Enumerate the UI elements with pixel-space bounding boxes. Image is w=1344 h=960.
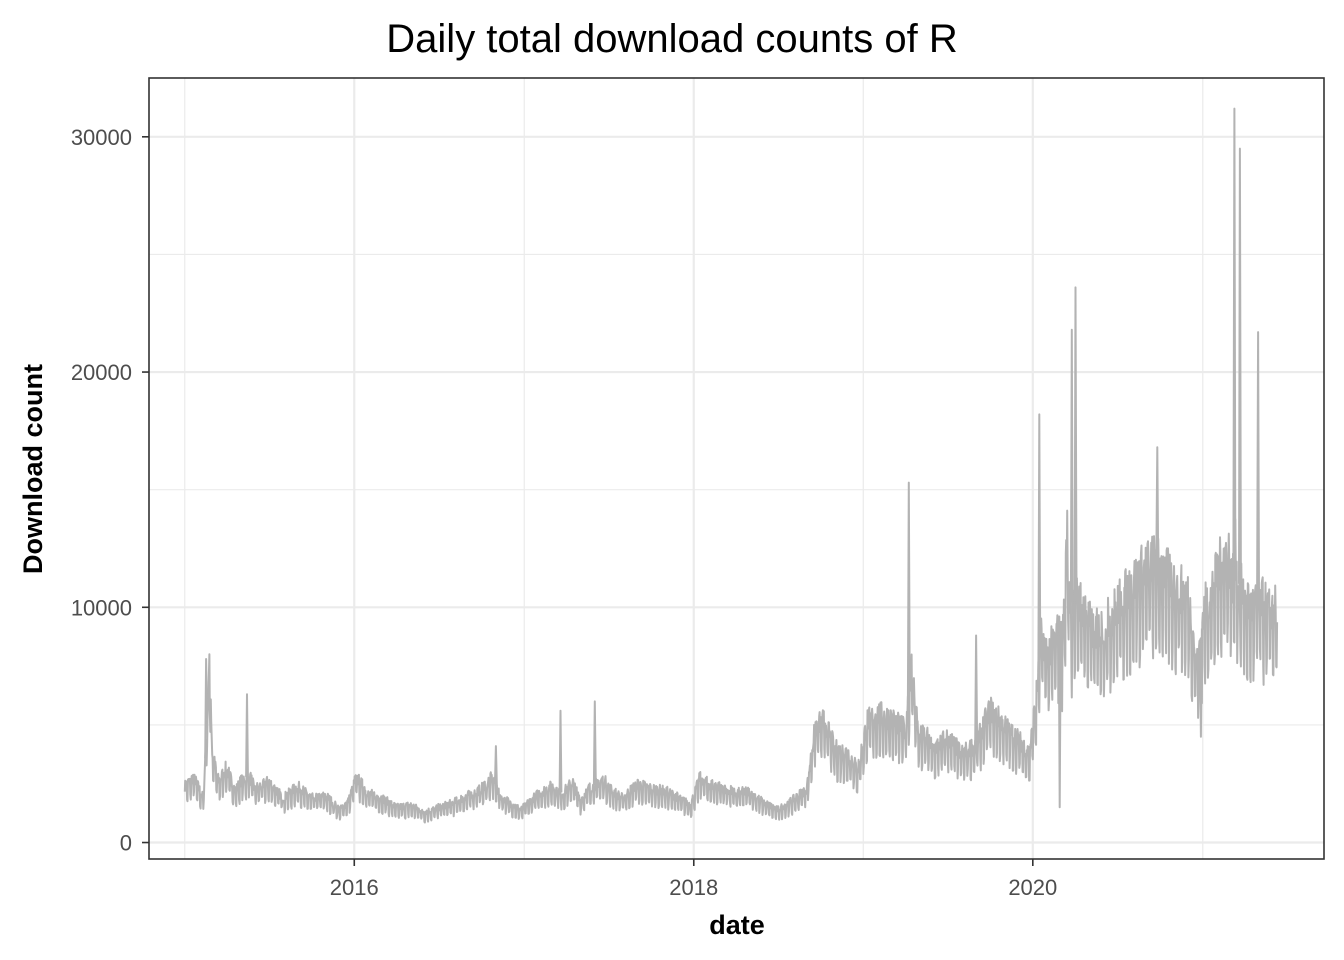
series-peak <box>1037 413 1042 673</box>
y-tick-label: 10000 <box>71 595 132 620</box>
series-peak <box>204 658 209 759</box>
series-peak <box>1256 331 1260 598</box>
series-peak <box>1155 446 1160 564</box>
x-tick-label: 2020 <box>1008 875 1057 900</box>
x-tick-label: 2016 <box>330 875 379 900</box>
series-peak <box>1238 147 1242 588</box>
y-tick-label: 30000 <box>71 125 132 150</box>
y-axis: 0 10000 20000 30000 <box>71 125 149 856</box>
y-tick-label: 20000 <box>71 360 132 385</box>
series-peak <box>494 745 498 788</box>
series-line <box>183 509 1279 824</box>
series-peak <box>974 634 979 745</box>
series-peak <box>1073 286 1078 607</box>
chart-title: Daily total download counts of R <box>386 17 957 61</box>
series-peak <box>1232 107 1237 569</box>
y-axis-title: Download count <box>18 364 48 574</box>
series-peak <box>906 481 911 703</box>
y-tick-label: 0 <box>120 831 132 856</box>
series-peak <box>558 709 563 793</box>
series-peak <box>1069 328 1074 615</box>
minor-gridlines <box>149 78 1324 859</box>
x-axis-title: date <box>709 910 765 940</box>
series-layer <box>183 107 1279 824</box>
plot-panel-border <box>148 77 1325 860</box>
series-peak <box>592 700 597 786</box>
series-dip <box>1199 628 1203 738</box>
series-peak <box>245 693 249 777</box>
x-tick-label: 2018 <box>669 875 718 900</box>
series-dip <box>1057 632 1062 809</box>
x-axis: 2016 2018 2020 <box>330 859 1057 900</box>
